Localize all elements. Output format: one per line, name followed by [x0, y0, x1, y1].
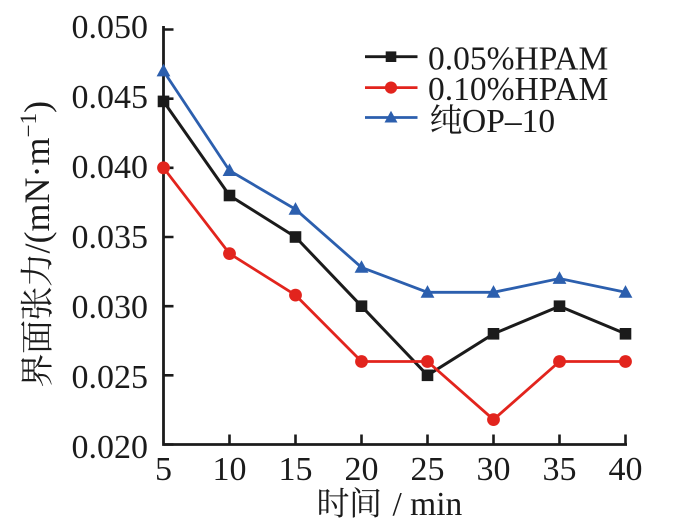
svg-text:25: 25	[411, 451, 445, 488]
svg-text:0.050: 0.050	[72, 9, 149, 46]
svg-text:0.030: 0.030	[72, 289, 149, 326]
svg-text:0.025: 0.025	[72, 359, 149, 396]
svg-text:/ min: / min	[393, 486, 463, 523]
svg-text:0.040: 0.040	[72, 149, 149, 186]
svg-text:0.045: 0.045	[72, 79, 149, 116]
svg-text:35: 35	[543, 451, 577, 488]
svg-text:0.035: 0.035	[72, 219, 149, 256]
svg-text:40: 40	[609, 451, 643, 488]
svg-text:20: 20	[345, 451, 379, 488]
svg-text:0.05%HPAM: 0.05%HPAM	[428, 40, 608, 77]
svg-text:5: 5	[155, 451, 172, 488]
svg-text:0.020: 0.020	[72, 429, 149, 466]
svg-text:15: 15	[279, 451, 313, 488]
svg-text:10: 10	[213, 451, 247, 488]
svg-text:OP–10: OP–10	[462, 103, 555, 140]
svg-text:30: 30	[477, 451, 511, 488]
svg-text:0.10%HPAM: 0.10%HPAM	[428, 71, 608, 108]
